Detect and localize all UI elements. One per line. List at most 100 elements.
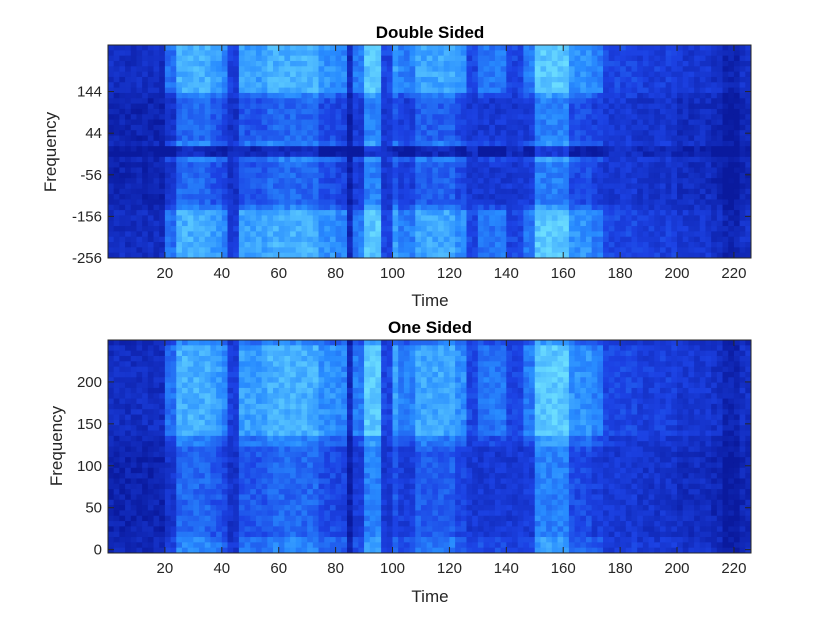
- heatmap-cell: [125, 371, 132, 378]
- heatmap-cell: [694, 103, 701, 110]
- heatmap-cell: [187, 247, 194, 254]
- heatmap-cell: [324, 220, 331, 227]
- heatmap-cell: [654, 50, 661, 57]
- heatmap-cell: [136, 124, 143, 131]
- double-sided-y-label: Frequency: [41, 111, 60, 192]
- heatmap-cell: [364, 55, 371, 62]
- heatmap-cell: [603, 242, 610, 248]
- heatmap-cell: [438, 98, 445, 105]
- heatmap-cell: [199, 178, 206, 185]
- heatmap-cell: [568, 124, 576, 131]
- heatmap-cell: [369, 87, 377, 94]
- heatmap-cell: [130, 247, 138, 254]
- heatmap-cell: [113, 409, 120, 416]
- heatmap-cell: [301, 45, 308, 51]
- heatmap-cell: [659, 252, 667, 258]
- heatmap-cell: [153, 178, 160, 185]
- heatmap-cell: [659, 98, 667, 105]
- heatmap-cell: [267, 210, 274, 216]
- heatmap-cell: [153, 60, 160, 67]
- heatmap-cell: [170, 82, 177, 89]
- heatmap-cell: [125, 526, 132, 533]
- heatmap-cell: [250, 92, 257, 99]
- heatmap-cell: [654, 146, 661, 153]
- heatmap-cell: [585, 135, 593, 142]
- heatmap-cell: [153, 71, 160, 78]
- heatmap-cell: [540, 183, 547, 190]
- heatmap-cell: [597, 199, 604, 206]
- heatmap-cell: [625, 82, 633, 89]
- heatmap-cell: [403, 215, 411, 222]
- heatmap-cell: [512, 172, 519, 179]
- heatmap-cell: [113, 505, 120, 511]
- heatmap-cell: [637, 178, 644, 185]
- heatmap-cell: [312, 92, 320, 99]
- heatmap-cell: [620, 87, 627, 94]
- heatmap-cell: [398, 183, 405, 190]
- heatmap-cell: [108, 377, 115, 384]
- heatmap-cell: [113, 124, 120, 131]
- heatmap-cell: [233, 66, 240, 73]
- heatmap-cell: [534, 247, 542, 254]
- heatmap-cell: [506, 199, 513, 206]
- heatmap-cell: [181, 124, 189, 131]
- heatmap-cell: [403, 231, 411, 238]
- heatmap-cell: [352, 252, 359, 258]
- heatmap-cell: [119, 355, 126, 362]
- heatmap-cell: [426, 247, 433, 254]
- heatmap-cell: [546, 242, 553, 248]
- heatmap-cell: [603, 183, 610, 190]
- heatmap-cell: [489, 50, 496, 57]
- heatmap-cell: [591, 210, 598, 216]
- heatmap-cell: [403, 108, 411, 115]
- heatmap-cell: [364, 236, 371, 243]
- heatmap-cell: [648, 167, 655, 174]
- heatmap-cell: [392, 119, 399, 126]
- heatmap-cell: [517, 114, 524, 121]
- heatmap-cell: [648, 156, 655, 163]
- heatmap-cell: [193, 92, 200, 99]
- heatmap-cell: [301, 135, 308, 142]
- heatmap-cell: [312, 199, 320, 206]
- heatmap-cell: [295, 119, 303, 126]
- heatmap-cell: [438, 50, 445, 57]
- heatmap-cell: [199, 151, 206, 158]
- heatmap-cell: [506, 87, 513, 94]
- heatmap-cell: [449, 210, 456, 216]
- heatmap-cell: [392, 167, 399, 174]
- heatmap-cell: [284, 188, 291, 195]
- heatmap-cell: [386, 151, 394, 158]
- heatmap-cell: [733, 82, 741, 89]
- heatmap-cell: [659, 151, 667, 158]
- heatmap-cell: [136, 505, 143, 511]
- heatmap-cell: [181, 114, 189, 121]
- heatmap-cell: [591, 66, 598, 73]
- heatmap-cell: [227, 103, 234, 110]
- heatmap-cell: [420, 103, 428, 110]
- heatmap-cell: [136, 478, 143, 485]
- heatmap-cell: [147, 236, 155, 243]
- heatmap-cell: [665, 151, 672, 158]
- heatmap-cell: [233, 188, 240, 195]
- heatmap-cell: [642, 183, 650, 190]
- heatmap-cell: [147, 483, 155, 490]
- heatmap-cell: [455, 82, 462, 89]
- heatmap-cell: [512, 55, 519, 62]
- heatmap-cell: [745, 55, 751, 62]
- heatmap-cell: [483, 236, 490, 243]
- heatmap-cell: [574, 87, 581, 94]
- heatmap-cell: [620, 114, 627, 121]
- heatmap-cell: [210, 66, 217, 73]
- heatmap-cell: [119, 204, 126, 211]
- heatmap-cell: [466, 204, 473, 211]
- heatmap-cell: [375, 103, 382, 110]
- heatmap-cell: [603, 71, 610, 78]
- heatmap-cell: [255, 231, 263, 238]
- heatmap-cell: [176, 215, 183, 222]
- heatmap-cell: [403, 220, 411, 227]
- heatmap-cell: [426, 76, 433, 83]
- heatmap-cell: [409, 194, 416, 201]
- heatmap-cell: [142, 162, 149, 169]
- heatmap-cell: [648, 172, 655, 179]
- heatmap-cell: [449, 204, 456, 211]
